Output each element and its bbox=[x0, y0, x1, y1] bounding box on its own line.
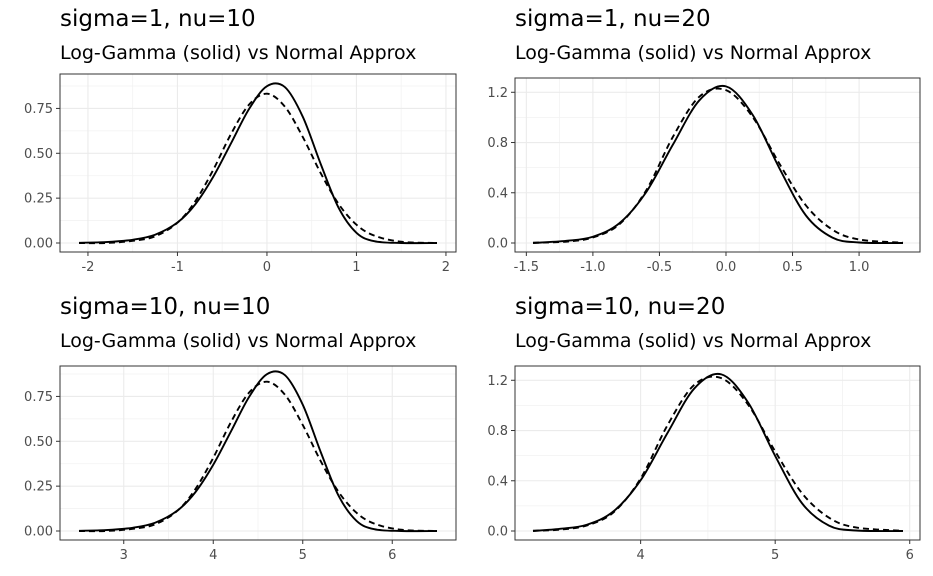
chart-title: sigma=10, nu=10 bbox=[60, 294, 271, 320]
y-tick-label: 0.25 bbox=[24, 192, 53, 207]
x-tick-label: -1.0 bbox=[580, 260, 605, 275]
log-gamma-curve bbox=[532, 84, 904, 245]
x-tick-label: 0 bbox=[263, 260, 271, 275]
chart-title: sigma=10, nu=20 bbox=[515, 294, 726, 320]
x-tick-label: 0.0 bbox=[716, 260, 737, 275]
y-tick-label: 0.75 bbox=[24, 102, 53, 117]
y-tick-label: 0.4 bbox=[487, 474, 508, 489]
plot-panel-border bbox=[514, 77, 921, 253]
plot-panel-border bbox=[514, 365, 921, 541]
normal-approx-curve bbox=[532, 375, 904, 532]
x-tick-label: 5 bbox=[299, 548, 307, 563]
x-tick-label: 1.0 bbox=[849, 260, 870, 275]
normal-approx-curve bbox=[78, 380, 438, 533]
log-gamma-curve bbox=[532, 372, 904, 533]
log-gamma-curve bbox=[78, 82, 438, 245]
x-tick-label: 3 bbox=[120, 548, 128, 563]
y-tick-label: 0.25 bbox=[24, 480, 53, 495]
x-tick-label: 0.5 bbox=[782, 260, 803, 275]
y-tick-label: 0.50 bbox=[24, 147, 53, 162]
y-tick-label: 0.4 bbox=[487, 186, 508, 201]
x-tick-label: -0.5 bbox=[647, 260, 672, 275]
x-tick-label: 2 bbox=[442, 260, 450, 275]
y-tick-label: 0.00 bbox=[24, 237, 53, 252]
y-tick-label: 0.50 bbox=[24, 435, 53, 450]
chart-subtitle: Log-Gamma (solid) vs Normal Approx bbox=[515, 42, 872, 64]
chart-title: sigma=1, nu=20 bbox=[515, 6, 711, 32]
chart-subtitle: Log-Gamma (solid) vs Normal Approx bbox=[515, 330, 872, 352]
y-tick-label: 0.0 bbox=[487, 237, 508, 252]
x-tick-label: 1 bbox=[352, 260, 360, 275]
x-tick-label: 6 bbox=[906, 548, 914, 563]
y-tick-label: 0.0 bbox=[487, 525, 508, 540]
chart-title: sigma=1, nu=10 bbox=[60, 6, 256, 32]
y-tick-label: 0.8 bbox=[487, 136, 508, 151]
x-tick-label: 5 bbox=[771, 548, 779, 563]
plot-panel-border bbox=[59, 365, 457, 541]
y-tick-label: 0.8 bbox=[487, 424, 508, 439]
chart-subtitle: Log-Gamma (solid) vs Normal Approx bbox=[60, 330, 417, 352]
y-tick-label: 0.75 bbox=[24, 390, 53, 405]
y-tick-label: 0.00 bbox=[24, 525, 53, 540]
y-tick-label: 1.2 bbox=[487, 86, 508, 101]
x-tick-label: -1 bbox=[171, 260, 184, 275]
normal-approx-curve bbox=[532, 87, 904, 244]
x-tick-label: 4 bbox=[209, 548, 217, 563]
x-tick-label: 4 bbox=[636, 548, 644, 563]
log-gamma-curve bbox=[78, 370, 438, 533]
x-tick-label: -1.5 bbox=[514, 260, 539, 275]
x-tick-label: -2 bbox=[81, 260, 94, 275]
plot-panel-border bbox=[59, 73, 457, 253]
chart-subtitle: Log-Gamma (solid) vs Normal Approx bbox=[60, 42, 417, 64]
x-tick-label: 6 bbox=[388, 548, 396, 563]
y-tick-label: 1.2 bbox=[487, 374, 508, 389]
normal-approx-curve bbox=[78, 92, 438, 245]
